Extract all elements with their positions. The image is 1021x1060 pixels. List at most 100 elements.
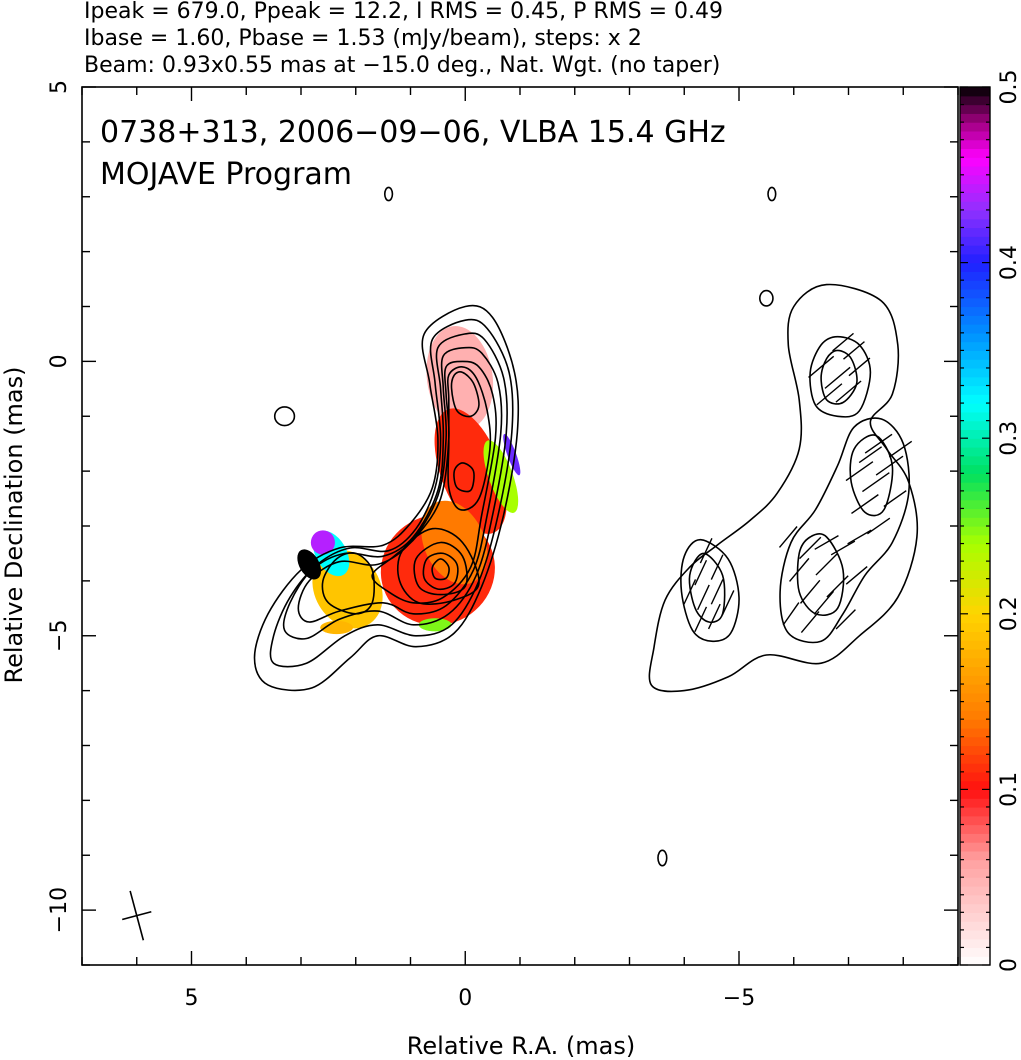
colorbar-band bbox=[960, 420, 990, 431]
colorbar-band bbox=[960, 122, 990, 132]
fpol-patch-11 bbox=[320, 620, 354, 635]
evpa-stick-37 bbox=[721, 590, 735, 616]
polarized-contour-right-5 bbox=[796, 533, 845, 616]
colorbar-band bbox=[960, 727, 990, 738]
colorbar-band bbox=[960, 183, 990, 193]
colorbar-band bbox=[960, 648, 990, 659]
header-line-2: Ibase = 1.60, Pbase = 1.53 (mJy/beam), s… bbox=[84, 26, 642, 51]
colorbar-band bbox=[960, 315, 990, 325]
colorbar-band bbox=[960, 113, 990, 123]
colorbar-band bbox=[960, 877, 990, 887]
y-tick-label: 5 bbox=[47, 80, 72, 94]
colorbar-band bbox=[960, 490, 990, 501]
x-tick-label: −5 bbox=[723, 986, 755, 1011]
colorbar-band bbox=[960, 218, 990, 229]
colorbar-band bbox=[960, 850, 990, 861]
colorbar-tick-label: 0.3 bbox=[997, 421, 1021, 456]
colorbar-band bbox=[960, 736, 990, 747]
intensity-contour-left-6 bbox=[450, 371, 480, 418]
colorbar-band bbox=[960, 482, 990, 492]
colorbar-band bbox=[960, 596, 990, 606]
evpa-stick-21 bbox=[799, 579, 821, 604]
colorbar-band bbox=[960, 771, 990, 782]
evpa-stick-24 bbox=[815, 553, 838, 576]
polarized-contour-right-7 bbox=[688, 552, 726, 624]
colorbar-band bbox=[960, 130, 990, 141]
colorbar-band bbox=[960, 622, 990, 632]
colorbar-band bbox=[960, 543, 990, 553]
colorbar-band bbox=[960, 815, 990, 826]
intensity-contour-left-2 bbox=[282, 332, 508, 640]
evpa-stick-17 bbox=[830, 540, 856, 556]
fpol-patch-3 bbox=[503, 433, 521, 476]
evpa-stick-34 bbox=[696, 584, 710, 611]
intensity-contour-left-12 bbox=[431, 558, 450, 581]
intensity-contour-left-3 bbox=[297, 346, 503, 623]
plot-area bbox=[121, 186, 919, 941]
small-contour-0 bbox=[383, 186, 394, 202]
colorbar-band bbox=[960, 666, 990, 676]
colorbar-band bbox=[960, 947, 990, 957]
small-contour-1 bbox=[273, 406, 296, 427]
colorbar-band bbox=[960, 956, 990, 966]
colorbar-band bbox=[960, 885, 990, 896]
small-contour-3 bbox=[759, 289, 774, 307]
colorbar-band bbox=[960, 921, 990, 931]
colorbar-band bbox=[960, 552, 990, 562]
evpa-stick-27 bbox=[835, 609, 856, 630]
colorbar-band bbox=[960, 201, 990, 211]
evpa-stick-7 bbox=[864, 433, 893, 454]
colorbar-band bbox=[960, 209, 990, 220]
colorbar-band bbox=[960, 692, 990, 703]
colorbar-band bbox=[960, 429, 990, 439]
colorbar-band bbox=[960, 534, 990, 545]
colorbar-band bbox=[960, 332, 990, 343]
colorbar-band bbox=[960, 631, 990, 641]
colorbar-band bbox=[960, 288, 990, 299]
evpa-stick-19 bbox=[799, 536, 822, 560]
colorbar-band bbox=[960, 754, 990, 764]
fpol-patch-9 bbox=[310, 530, 335, 555]
colorbar-band bbox=[960, 87, 990, 97]
colorbar-band bbox=[960, 148, 990, 158]
intensity-contour-left-0 bbox=[253, 304, 520, 692]
colorbar-band bbox=[960, 297, 990, 308]
intensity-contour-left-11 bbox=[453, 462, 475, 493]
colorbar-band bbox=[960, 411, 990, 422]
x-tick-label: 5 bbox=[185, 986, 199, 1011]
colorbar-tick-label: 0 bbox=[997, 958, 1021, 972]
evpa-stick-35 bbox=[707, 603, 721, 630]
polarized-contour-right-6 bbox=[680, 538, 740, 643]
colorbar-tick-label: 0.1 bbox=[997, 772, 1021, 807]
colorbar-band bbox=[960, 236, 990, 246]
colorbar-band bbox=[960, 780, 990, 790]
colorbar-band bbox=[960, 912, 990, 922]
evpa-stick-6 bbox=[832, 332, 854, 352]
colorbar-band bbox=[960, 842, 990, 852]
intensity-contour-left-10 bbox=[321, 552, 376, 615]
polarized-contour-right-1 bbox=[809, 335, 872, 418]
evpa-stick-0 bbox=[808, 355, 835, 378]
evpa-stick-16 bbox=[847, 529, 872, 545]
colorbar-band bbox=[960, 517, 990, 527]
evpa-stick-15 bbox=[866, 517, 891, 535]
colorbar-band bbox=[960, 473, 990, 483]
colorbar-band bbox=[960, 403, 990, 413]
evpa-stick-32 bbox=[694, 559, 708, 586]
fpol-patch-10 bbox=[297, 549, 322, 580]
intensity-contour-left-9 bbox=[422, 552, 459, 591]
header-line-1: Ipeak = 679.0, Ppeak = 12.2, I RMS = 0.4… bbox=[84, 0, 723, 24]
colorbar-band bbox=[960, 306, 990, 316]
evpa-stick-28 bbox=[845, 566, 868, 585]
colorbar-band bbox=[960, 157, 990, 167]
colorbar-band bbox=[960, 859, 990, 870]
evpa-stick-3 bbox=[816, 383, 843, 406]
evpa-stick-26 bbox=[782, 602, 800, 626]
colorbar-band bbox=[960, 833, 990, 843]
evpa-stick-11 bbox=[845, 461, 874, 482]
colorbar-tick-label: 0.4 bbox=[997, 245, 1021, 280]
colorbar-band bbox=[960, 675, 990, 685]
colorbar-band bbox=[960, 394, 990, 404]
fpol-patch-0 bbox=[426, 326, 494, 430]
